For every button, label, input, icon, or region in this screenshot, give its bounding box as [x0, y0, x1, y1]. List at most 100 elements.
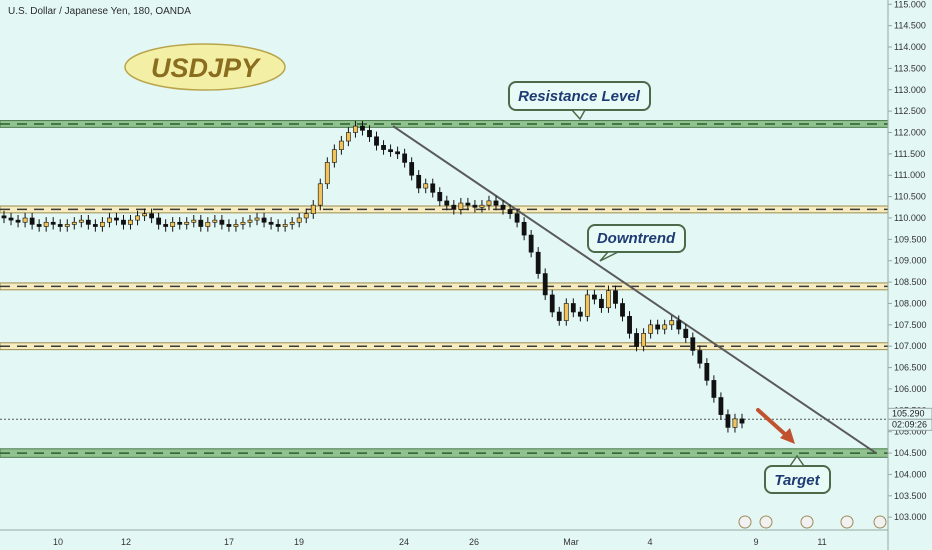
candle-body	[465, 202, 471, 206]
candle	[1, 210, 7, 224]
y-tick-label: 106.000	[894, 384, 927, 394]
y-tick-label: 114.000	[894, 42, 926, 52]
candle	[620, 298, 625, 322]
candle	[584, 289, 590, 322]
candle	[606, 285, 611, 313]
candle	[135, 210, 140, 226]
candle	[226, 219, 232, 232]
candle-body	[92, 224, 98, 227]
candle	[345, 127, 351, 147]
candle	[479, 200, 485, 213]
candle	[725, 409, 731, 433]
candle-body	[128, 219, 133, 225]
candle-body	[100, 221, 105, 227]
candle-body	[345, 132, 351, 142]
y-tick-label: 108.500	[894, 277, 927, 287]
candle	[711, 375, 717, 403]
candle-body	[254, 217, 260, 221]
candle	[275, 219, 281, 232]
candle-body	[591, 294, 597, 300]
candle-body	[1, 215, 7, 219]
candle	[92, 219, 98, 232]
y-tick-label: 111.000	[894, 170, 925, 180]
candle	[36, 219, 42, 232]
candle-body	[360, 125, 365, 131]
price-axis-panel	[888, 0, 932, 550]
candle-body	[472, 204, 478, 208]
candle	[219, 214, 225, 230]
event-icons	[738, 515, 887, 529]
candle-body	[704, 363, 710, 381]
y-tick-label: 104.500	[894, 448, 927, 458]
candle	[191, 214, 197, 228]
candle	[128, 214, 133, 230]
candle	[451, 200, 457, 215]
candle	[718, 392, 724, 420]
candle-body	[648, 324, 654, 334]
usdjpy-badge: USDJPY	[124, 43, 286, 91]
candle-body	[282, 224, 288, 227]
candle-body	[184, 221, 190, 225]
candle-body	[444, 200, 450, 206]
candle-body	[107, 217, 112, 223]
candle-body	[577, 311, 583, 317]
y-tick-label: 106.500	[894, 363, 927, 373]
candle	[648, 319, 654, 339]
candle	[627, 311, 632, 339]
time-axis[interactable]: 10 12 17 19 24 26 Mar 4 9 11	[0, 529, 888, 547]
candle-body	[198, 219, 204, 227]
candle-body	[29, 217, 35, 225]
candle-body	[43, 221, 49, 227]
candle-body	[542, 273, 548, 296]
candle	[514, 208, 520, 228]
candle	[353, 120, 358, 138]
x-tick-label: 4	[647, 537, 652, 547]
candle	[289, 217, 295, 230]
downtrend-label: Downtrend	[597, 230, 676, 247]
price-axis[interactable]: 103.000103.500104.000104.500105.000105.5…	[887, 0, 932, 550]
candle	[577, 306, 583, 322]
candle	[388, 144, 393, 157]
candle-body	[402, 153, 408, 163]
y-tick-label: 105.000	[894, 427, 927, 437]
candle	[739, 413, 745, 429]
candle	[64, 219, 70, 232]
candle	[360, 120, 365, 136]
candle-body	[205, 221, 211, 227]
candle	[107, 212, 112, 228]
x-tick-label: 12	[121, 537, 131, 547]
candle	[486, 195, 492, 211]
candle-body	[388, 149, 393, 153]
candle-body	[641, 333, 646, 347]
candle	[374, 131, 379, 151]
candle-body	[676, 320, 682, 330]
resistance-callout: Resistance Level	[508, 81, 651, 121]
candle	[85, 214, 91, 230]
candle-body	[507, 209, 513, 215]
y-tick-label: 112.000	[894, 128, 926, 138]
candle-body	[226, 224, 232, 227]
candle-body	[395, 151, 400, 155]
x-tick-label: 11	[817, 537, 826, 547]
candle	[240, 217, 246, 230]
candle-body	[599, 298, 604, 309]
candle-body	[268, 221, 274, 225]
candle	[521, 217, 527, 241]
candle-body	[296, 217, 302, 223]
countdown-label: 02:09:26	[892, 419, 927, 429]
resistance-label: Resistance Level	[518, 88, 641, 105]
candle	[50, 217, 56, 230]
candle-body	[114, 217, 119, 221]
candle-body	[584, 294, 590, 317]
candle-body	[275, 224, 281, 227]
y-tick-label: 112.500	[894, 106, 926, 116]
candle-body	[620, 303, 625, 317]
candle-body	[57, 224, 63, 227]
candle-body	[374, 136, 379, 146]
candle	[395, 146, 400, 159]
candle	[655, 319, 661, 335]
candle	[697, 345, 703, 369]
candle	[704, 358, 710, 386]
candle	[212, 214, 218, 228]
